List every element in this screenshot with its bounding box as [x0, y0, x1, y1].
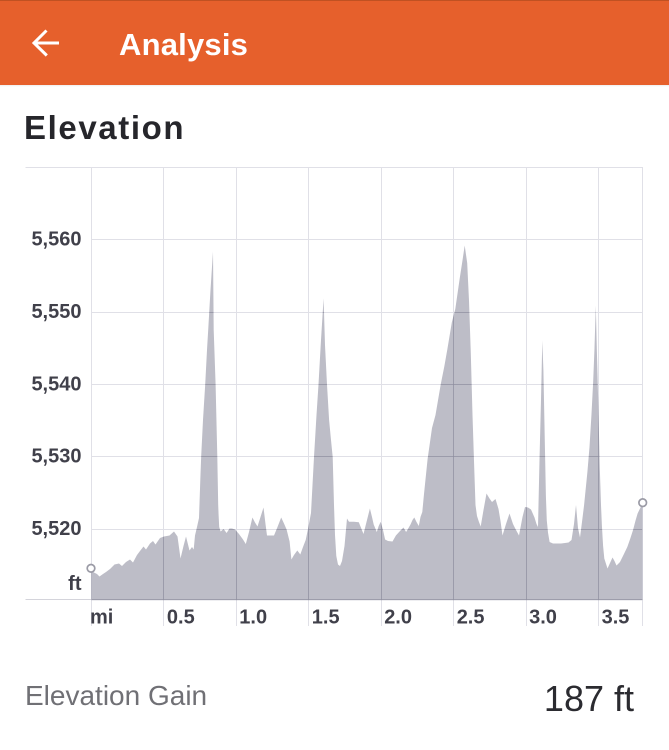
svg-text:5,560: 5,560 — [31, 229, 81, 251]
svg-text:5,520: 5,520 — [31, 518, 81, 540]
svg-text:3.0: 3.0 — [529, 607, 557, 629]
svg-text:5,540: 5,540 — [31, 373, 81, 395]
svg-text:mi: mi — [90, 607, 113, 629]
svg-text:ft: ft — [68, 573, 82, 595]
svg-text:5,530: 5,530 — [31, 446, 81, 468]
svg-text:1.5: 1.5 — [312, 607, 340, 629]
svg-text:1.0: 1.0 — [239, 607, 267, 629]
svg-text:0.5: 0.5 — [167, 607, 195, 629]
svg-text:2.5: 2.5 — [457, 607, 485, 629]
svg-text:2.0: 2.0 — [384, 607, 412, 629]
svg-text:5,550: 5,550 — [31, 301, 81, 323]
svg-text:3.5: 3.5 — [602, 607, 630, 629]
